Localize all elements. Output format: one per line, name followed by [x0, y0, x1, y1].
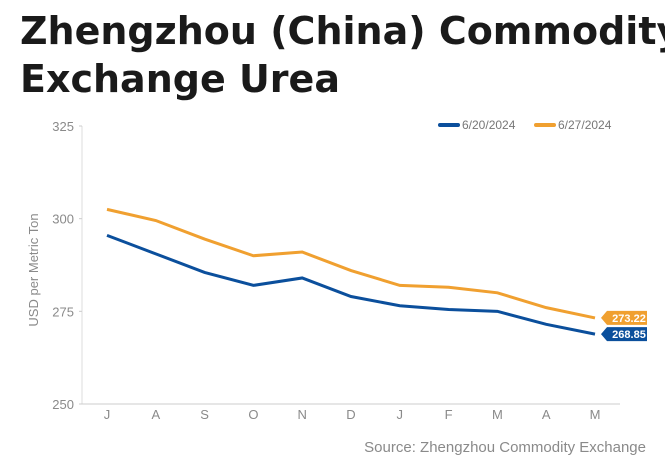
x-tick-label: S	[200, 407, 209, 422]
chart-title: Exchange Urea	[20, 57, 340, 101]
x-tick-label: A	[542, 407, 551, 422]
x-tick-label: O	[248, 407, 258, 422]
x-tick-label: M	[590, 407, 601, 422]
x-tick-label: J	[104, 407, 111, 422]
legend-label: 6/20/2024	[462, 118, 516, 132]
y-tick-label: 250	[52, 397, 74, 412]
y-tick-label: 325	[52, 119, 74, 134]
x-tick-label: A	[151, 407, 160, 422]
value-label: 273.22	[612, 313, 646, 325]
x-tick-label: M	[492, 407, 503, 422]
y-tick-label: 300	[52, 212, 74, 227]
value-label-bg	[601, 327, 647, 342]
line-series	[106, 207, 596, 320]
x-tick-label: J	[397, 407, 404, 422]
value-label: 268.85	[612, 329, 646, 341]
legend-label: 6/27/2024	[558, 118, 612, 132]
value-label-bg	[601, 310, 647, 325]
y-axis-label: USD per Metric Ton	[26, 213, 41, 326]
y-tick-label: 275	[52, 304, 74, 319]
line-series	[106, 233, 596, 336]
chart-title: Zhengzhou (China) Commodity	[20, 9, 665, 53]
x-tick-label: F	[445, 407, 453, 422]
x-tick-label: N	[298, 407, 307, 422]
source: Source: Zhengzhou Commodity Exchange	[364, 439, 646, 456]
x-tick-label: D	[346, 407, 355, 422]
